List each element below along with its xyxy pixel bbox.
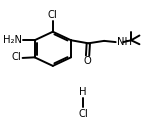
Text: Cl: Cl: [78, 109, 88, 119]
Text: Cl: Cl: [12, 52, 21, 62]
Text: H₂N: H₂N: [3, 35, 21, 45]
Text: Cl: Cl: [48, 10, 58, 20]
Text: O: O: [84, 56, 91, 66]
Text: H: H: [79, 87, 87, 97]
Text: NH: NH: [117, 37, 132, 47]
